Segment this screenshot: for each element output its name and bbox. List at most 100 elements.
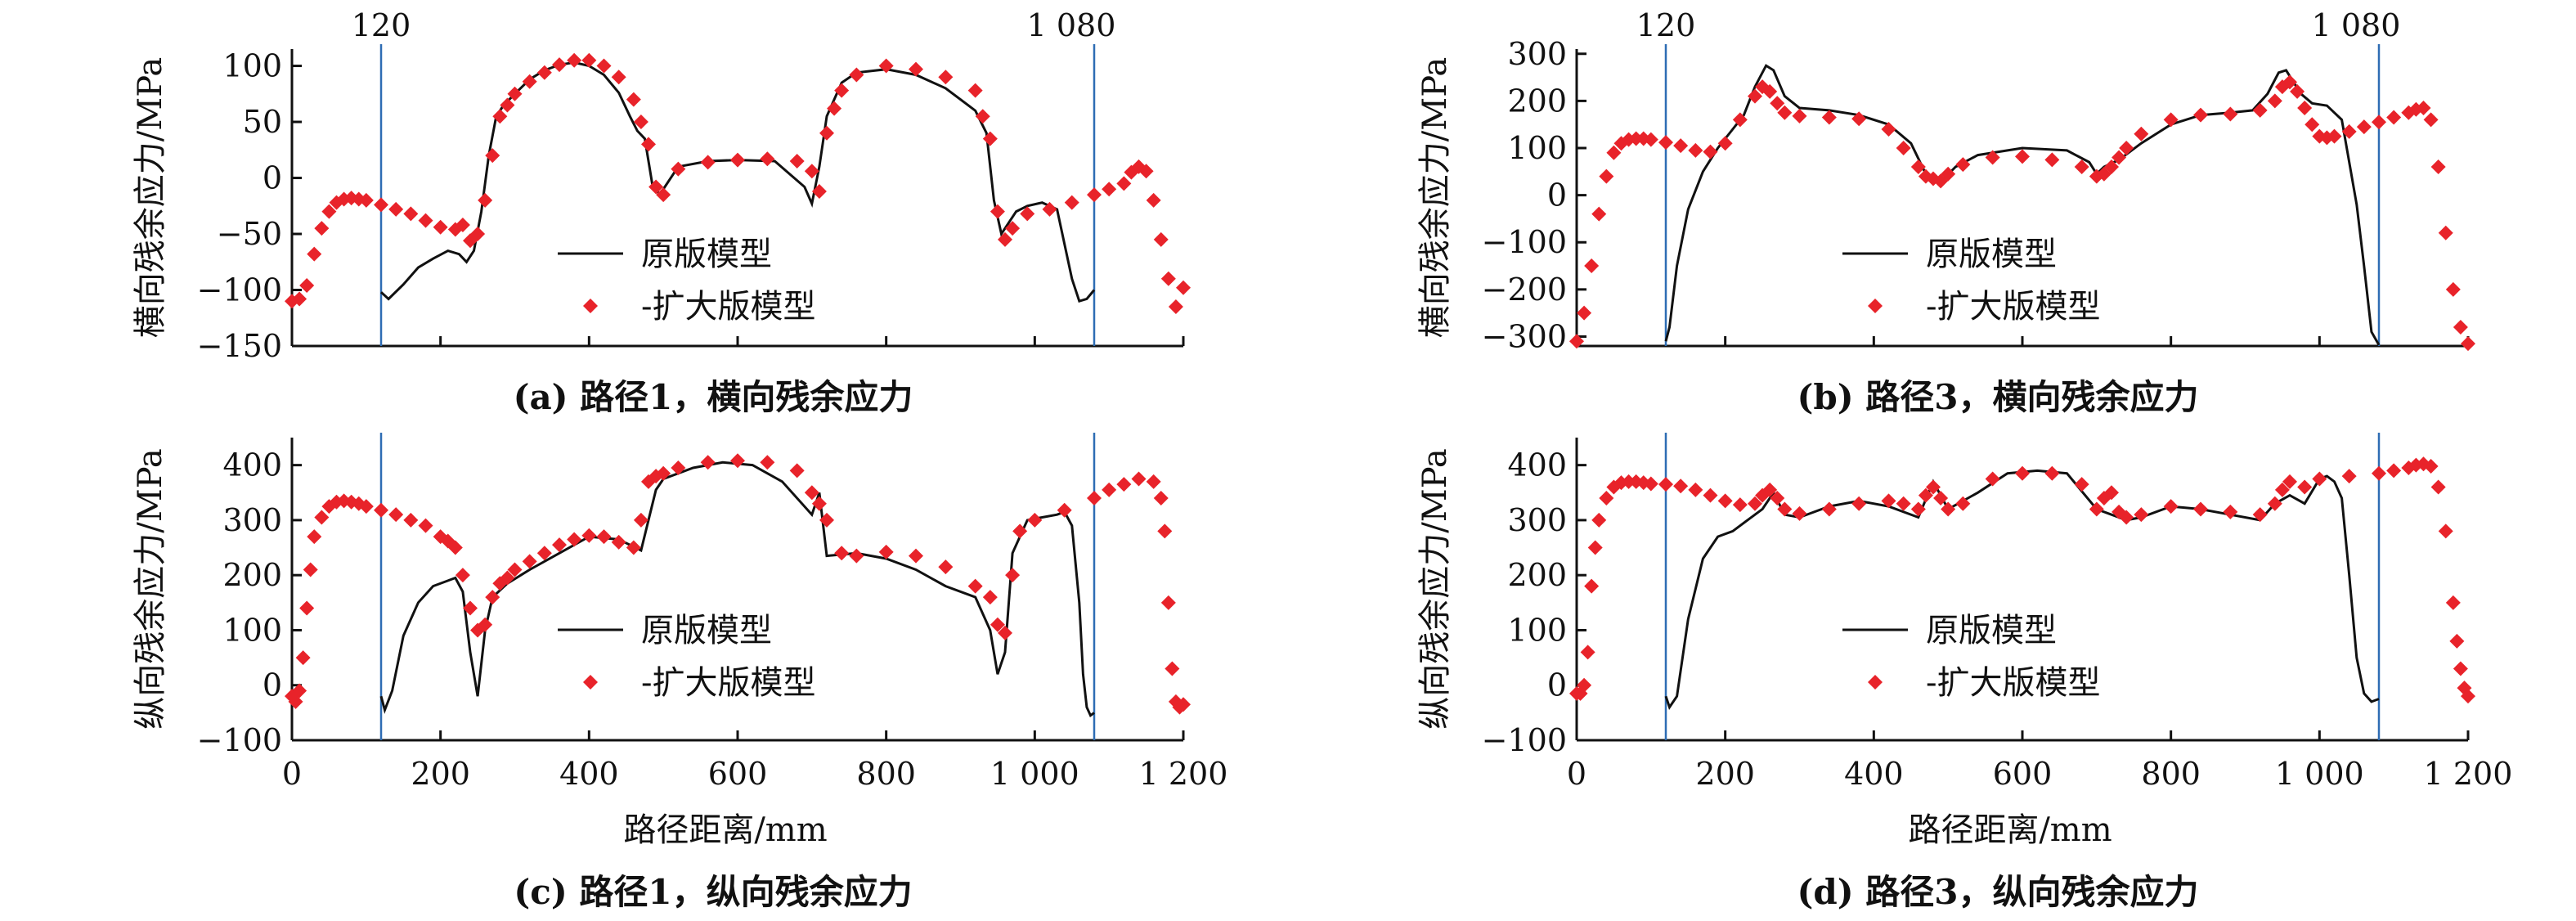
series-expanded-point (1910, 501, 1926, 517)
series-expanded-point (2304, 117, 2320, 133)
series-expanded-point (2290, 83, 2305, 99)
series-expanded-point (1703, 144, 1718, 159)
series-expanded-point (581, 528, 597, 543)
series-expanded-point (1138, 164, 1154, 179)
series-expanded-point (2327, 128, 2342, 144)
series-expanded-point (433, 219, 448, 235)
legend-expanded-swatch (583, 299, 598, 313)
series-expanded-point (1896, 496, 1911, 511)
series-expanded-point (403, 512, 419, 528)
y-tick-label: 100 (222, 48, 282, 84)
series-expanded-point (1569, 334, 1584, 349)
series-expanded-point (1628, 131, 1644, 146)
series-expanded-point (1748, 496, 1762, 511)
y-tick-label: 200 (222, 557, 282, 593)
series-expanded-point (1176, 280, 1191, 295)
series-expanded-point (388, 201, 404, 217)
marker-label: 1 080 (1027, 7, 1116, 43)
series-expanded-point (1688, 142, 1703, 158)
series-expanded-point (1176, 697, 1191, 712)
y-tick-label: 200 (1507, 83, 1567, 119)
series-expanded-point (1821, 110, 1837, 125)
series-expanded-point (1064, 195, 1079, 210)
series-expanded-point (2461, 336, 2475, 352)
series-expanded-point (403, 206, 419, 222)
series-expanded-point (1941, 501, 1956, 517)
series-expanded-point (730, 453, 745, 469)
series-expanded-point (2356, 119, 2372, 135)
marker-label: 120 (1636, 7, 1696, 43)
series-expanded-point (1955, 157, 1971, 173)
series-expanded-point (626, 540, 641, 555)
legend-expanded-swatch (583, 675, 598, 690)
series-expanded-point (374, 197, 388, 213)
series-expanded-point (982, 590, 998, 605)
series-expanded-point (990, 204, 1005, 219)
series-expanded-point (1643, 476, 1658, 492)
x-tick-label: 800 (2141, 756, 2201, 792)
series-expanded-point (1102, 182, 1117, 197)
y-tick-label: 300 (1507, 502, 1567, 538)
x-tick-label: 600 (708, 756, 768, 792)
series-expanded-point (1160, 271, 1176, 286)
series-expanded-point (552, 537, 567, 553)
series-expanded-point (1005, 221, 1021, 236)
series-expanded-point (1762, 482, 1778, 497)
series-expanded-point (1087, 491, 1102, 505)
y-tick-label: 0 (1547, 667, 1567, 703)
series-expanded-point (878, 544, 894, 559)
y-tick-label: 0 (263, 667, 282, 703)
series-expanded-point (2430, 159, 2446, 175)
series-expanded-point (1881, 121, 1896, 137)
series-expanded-point (2461, 689, 2475, 704)
series-expanded-point (500, 570, 515, 586)
legend-expanded-swatch (1868, 299, 1883, 313)
series-expanded-point (1717, 136, 1733, 151)
series-expanded-point (485, 148, 500, 164)
y-tick-label: 50 (243, 104, 282, 140)
series-expanded-point (938, 559, 954, 575)
series-expanded-point (1910, 159, 1926, 175)
legend-expanded-label: -扩大版模型 (1926, 288, 2101, 326)
series-expanded-point (2445, 281, 2461, 297)
series-expanded-point (295, 650, 311, 666)
legend-expanded-label: -扩大版模型 (641, 288, 816, 326)
series-expanded-point (492, 109, 508, 124)
series-expanded-point (1851, 111, 1867, 127)
panel-a: 100 50 0 −50 −100 −150 横向残余应力/MPa 120 1 080 原版模型 -… (132, 7, 1191, 417)
series-expanded-point (2104, 485, 2119, 501)
series-expanded-point (455, 568, 470, 583)
series-expanded-point (938, 70, 954, 85)
x-tick-label: 400 (559, 756, 619, 792)
series-expanded-point (819, 125, 834, 141)
y-tick-label: −150 (197, 328, 282, 364)
series-expanded-point (2297, 479, 2313, 495)
series-expanded-point (470, 227, 486, 242)
series-expanded-point (998, 625, 1012, 640)
series-expanded-point (299, 600, 315, 616)
series-expanded-point (1005, 568, 1021, 583)
series-expanded-point (2104, 159, 2119, 175)
series-expanded-point (307, 529, 322, 545)
y-tick-label: 300 (222, 502, 282, 538)
series-expanded-point (1658, 477, 1673, 492)
series-expanded-point (2252, 102, 2268, 118)
y-tick-label: −300 (1482, 318, 1567, 354)
panel-caption: (b) 路径3，横向残余应力 (1797, 377, 2199, 417)
series-expanded-point (967, 578, 983, 594)
y-tick-label: −50 (217, 216, 282, 252)
y-axis-label: 横向残余应力/MPa (1416, 57, 1454, 338)
series-expanded-point (2119, 510, 2134, 525)
series-expanded-point (849, 548, 864, 564)
series-expanded-point (358, 192, 374, 208)
series-expanded-point (2119, 141, 2134, 155)
series-expanded-point (1042, 201, 1057, 217)
series-expanded-point (1792, 505, 1807, 521)
series-expanded-point (648, 179, 664, 195)
series-expanded-point (1027, 512, 1043, 528)
series-expanded-point (478, 617, 493, 632)
y-tick-label: 100 (1507, 130, 1567, 166)
series-expanded-point (2274, 482, 2290, 497)
y-tick-label: −100 (1482, 722, 1567, 758)
series-expanded-point (1732, 497, 1748, 513)
